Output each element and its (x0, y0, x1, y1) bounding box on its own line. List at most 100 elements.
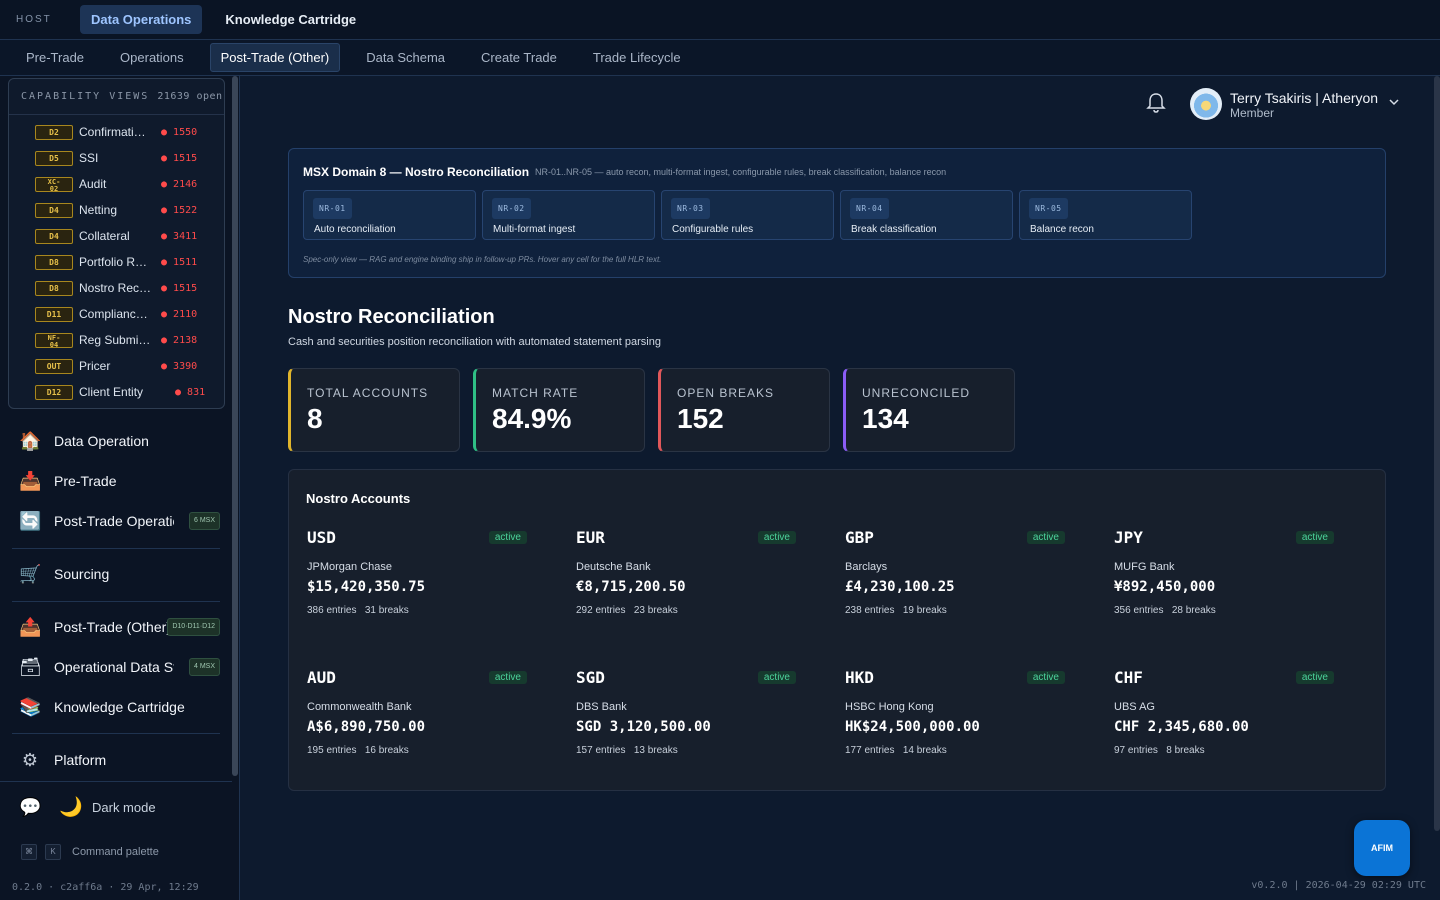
sidebar-scrollbar[interactable] (231, 76, 239, 900)
nr-label: Auto reconciliation (314, 224, 396, 235)
account-card-aud[interactable]: AUD active Commonwealth Bank A$6,890,750… (289, 660, 539, 780)
account-currency: SGD (576, 668, 605, 687)
capability-badge-bottom: 02 (49, 184, 59, 193)
chevron-down-icon[interactable] (1388, 96, 1400, 108)
capability-item[interactable]: D2 Confirmati… ● 1550 (9, 119, 224, 145)
capability-count-value: 1515 (173, 152, 198, 164)
sidebar-item-data-operation[interactable]: 🏠 Data Operation (0, 421, 232, 461)
nr-label: Configurable rules (672, 224, 754, 235)
page-title: Nostro Reconciliation (288, 306, 495, 328)
account-currency: EUR (576, 528, 605, 547)
tab-post-trade-other[interactable]: Post-Trade (Other) (209, 43, 341, 72)
sidebar-divider (12, 733, 220, 734)
sidebar-item-pre-trade[interactable]: 📥 Pre-Trade (0, 461, 232, 501)
command-palette-button[interactable]: Command palette (72, 846, 159, 858)
moon-icon[interactable]: 🌙 (59, 797, 83, 818)
account-card-sgd[interactable]: SGD active DBS Bank SGD 3,120,500.00 157… (558, 660, 808, 780)
account-card-chf[interactable]: CHF active UBS AG CHF 2,345,680.00 97 en… (1096, 660, 1346, 780)
sidebar-item-post-trade-other[interactable]: 📤 Post-Trade (Other) D10·D11·D12 (0, 607, 232, 647)
account-card-hkd[interactable]: HKD active HSBC Hong Kong HK$24,500,000.… (827, 660, 1077, 780)
user-name[interactable]: Terry Tsakiris | Atheryon (1230, 90, 1379, 106)
nr-card[interactable]: NR-05 Balance recon (1019, 190, 1192, 240)
account-meta: 97 entries 8 breaks (1114, 745, 1205, 756)
capability-item[interactable]: D5 SSI ● 1515 (9, 145, 224, 171)
status-badge: active (1295, 671, 1334, 684)
nr-code: NR-04 (850, 198, 889, 219)
capability-badge: D11 (35, 306, 73, 322)
capability-item[interactable]: D8 Portfolio R… ● 1511 (9, 249, 224, 275)
capability-item[interactable]: D11 Complianc… ● 2110 (9, 301, 224, 327)
sidebar-footer: 💬 🌙 Dark mode ⌘ K Command palette 0.2.0 … (0, 781, 232, 900)
nr-card[interactable]: NR-04 Break classification (840, 190, 1013, 240)
user-role: Member (1230, 106, 1275, 120)
account-card-eur[interactable]: EUR active Deutsche Bank €8,715,200.50 2… (558, 520, 808, 640)
account-meta: 177 entries 14 breaks (845, 745, 947, 756)
capability-views-panel: CAPABILITY VIEWS 21639 open D2 Confirmat… (8, 78, 225, 409)
status-badge: active (488, 531, 527, 544)
capability-item[interactable]: D12 Client Entity ● 831 (9, 379, 224, 405)
account-card-usd[interactable]: USD active JPMorgan Chase $15,420,350.75… (289, 520, 539, 640)
nr-code: NR-05 (1029, 198, 1068, 219)
capability-count: ● 2146 (161, 178, 198, 190)
account-card-gbp[interactable]: GBP active Barclays £4,230,100.25 238 en… (827, 520, 1077, 640)
capability-count-value: 3390 (173, 360, 198, 372)
capability-item[interactable]: D4 Collateral ● 3411 (9, 223, 224, 249)
stat-card-unreconciled: UNRECONCILED 134 (843, 368, 1015, 452)
house-icon: 🏠 (19, 431, 42, 451)
tab-operations[interactable]: Operations (120, 50, 184, 65)
msx-domain-panel: MSX Domain 8 — Nostro Reconciliation NR-… (288, 148, 1386, 278)
account-balance: $15,420,350.75 (307, 579, 426, 595)
afim-assistant-button[interactable]: AFIM (1354, 820, 1410, 876)
command-key-icon: ⌘ (21, 844, 37, 860)
capability-count-value: 2110 (173, 308, 198, 320)
capability-name: Audit (79, 177, 107, 191)
account-meta: 238 entries 19 breaks (845, 605, 947, 616)
capability-count-value: 831 (187, 386, 206, 398)
account-meta: 195 entries 16 breaks (307, 745, 409, 756)
sidebar-item-label: Pre-Trade (54, 473, 117, 489)
capability-item[interactable]: OUT Pricer ● 3390 (9, 353, 224, 379)
sidebar-item-sourcing[interactable]: 🛒 Sourcing (0, 554, 232, 594)
tab-data-schema[interactable]: Data Schema (366, 50, 446, 65)
top-tab-knowledge-cartridge[interactable]: Knowledge Cartridge (225, 12, 357, 27)
capability-item[interactable]: D4 Netting ● 1522 (9, 197, 224, 223)
capability-count: ● 831 (175, 386, 206, 398)
sidebar-item-operational-data-store[interactable]: 🗃 Operational Data Store 4 MSX (0, 647, 232, 687)
nr-label: Balance recon (1030, 224, 1094, 235)
bell-icon[interactable] (1146, 92, 1166, 114)
tab-pre-trade[interactable]: Pre-Trade (26, 50, 85, 65)
capability-name: Reg Submi… (79, 333, 151, 347)
sidebar-item-platform[interactable]: ⚙ Platform (0, 740, 232, 780)
tab-create-trade[interactable]: Create Trade (481, 50, 557, 65)
account-meta: 386 entries 31 breaks (307, 605, 409, 616)
capability-badge: D4 (35, 228, 73, 244)
capability-item[interactable]: XC- 02 Audit ● 2146 (9, 171, 224, 197)
nr-code: NR-02 (492, 198, 531, 219)
sidebar-item-post-trade-operations[interactable]: 🔄 Post-Trade Operations 6 MSX (0, 501, 232, 541)
status-badge: active (757, 531, 796, 544)
nr-card[interactable]: NR-02 Multi-format ingest (482, 190, 655, 240)
stat-value: 152 (677, 403, 724, 434)
capability-badge: D8 (35, 280, 73, 296)
account-card-jpy[interactable]: JPY active MUFG Bank ¥892,450,000 356 en… (1096, 520, 1346, 640)
capability-name: SSI (79, 151, 99, 165)
capability-count: ● 2138 (161, 334, 198, 346)
capability-name: Collateral (79, 229, 130, 243)
chat-bubble-icon[interactable]: 💬 (19, 797, 42, 817)
top-tab-data-operations[interactable]: Data Operations (80, 5, 203, 34)
account-currency: JPY (1114, 528, 1143, 547)
capability-item[interactable]: NF- 04 Reg Submi… ● 2138 (9, 327, 224, 353)
nr-card[interactable]: NR-03 Configurable rules (661, 190, 834, 240)
capability-views-header: CAPABILITY VIEWS 21639 open (9, 79, 224, 115)
capability-count-value: 2138 (173, 334, 198, 346)
main-scrollbar[interactable] (1434, 76, 1440, 831)
nr-card[interactable]: NR-01 Auto reconciliation (303, 190, 476, 240)
dark-mode-toggle[interactable]: Dark mode (92, 800, 156, 815)
page-subtitle: Cash and securities position reconciliat… (288, 336, 661, 348)
sidebar-item-knowledge-cartridge[interactable]: 📚 Knowledge Cartridge (0, 687, 232, 727)
sidebar-scroll-thumb[interactable] (232, 76, 238, 776)
capability-name: Pricer (79, 359, 111, 373)
avatar[interactable] (1190, 88, 1222, 120)
capability-item[interactable]: D8 Nostro Rec… ● 1515 (9, 275, 224, 301)
tab-trade-lifecycle[interactable]: Trade Lifecycle (592, 50, 681, 65)
